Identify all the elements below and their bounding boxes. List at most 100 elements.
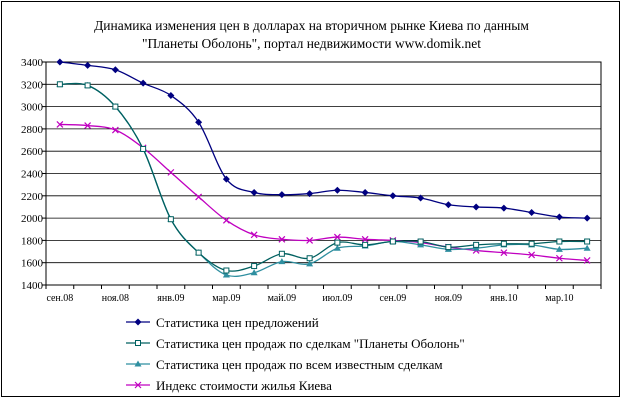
x-tick-label: ноя.08 (102, 293, 129, 304)
y-tick-label: 2200 (21, 191, 44, 203)
square-marker (84, 82, 91, 89)
series-2 (56, 81, 591, 274)
y-tick-label: 2600 (21, 146, 44, 158)
diamond-marker (333, 186, 341, 194)
x-marker (134, 381, 142, 389)
diamond-marker (195, 118, 203, 126)
x-marker (84, 122, 92, 129)
x-marker (583, 257, 591, 264)
square-marker (445, 244, 452, 251)
legend-label: Индекс стоимости жилья Киева (156, 378, 332, 393)
chart-title-line-2: "Планеты Оболонь", портал недвижимости w… (142, 36, 481, 51)
square-marker (556, 238, 563, 245)
x-marker (555, 254, 563, 262)
triangle-marker (583, 244, 591, 251)
diamond-marker (278, 191, 286, 199)
y-tick-label: 1400 (21, 280, 44, 292)
square-marker (223, 267, 230, 274)
square-marker (389, 238, 396, 245)
legend-item: Индекс стоимости жилья Киева (126, 378, 332, 393)
diamond-marker (389, 192, 397, 200)
triangle-marker (278, 258, 286, 265)
y-tick-label: 1600 (21, 258, 44, 270)
diamond-marker (528, 209, 536, 217)
x-marker (500, 249, 508, 257)
x-marker (111, 126, 119, 134)
x-marker (56, 121, 64, 128)
diamond-marker (583, 214, 591, 222)
x-tick-label: янв.09 (157, 293, 184, 304)
legend: Статистика цен предложений Статистика цен… (126, 315, 465, 393)
square-marker (584, 238, 591, 245)
diamond-marker (500, 204, 508, 212)
x-tick-label: ноя.09 (435, 293, 462, 304)
square-marker (167, 216, 174, 223)
legend-item: Статистика цен продаж по сделкам "Планет… (126, 336, 465, 351)
diamond-marker (417, 194, 425, 202)
diamond-marker (56, 58, 64, 66)
x-tick-label: май.09 (268, 293, 297, 304)
chart-title-line-1: Динамика изменения цен в долларах на вто… (94, 18, 529, 33)
square-marker (362, 241, 369, 248)
x-marker (528, 251, 536, 259)
triangle-marker (134, 360, 142, 367)
x-marker (222, 216, 230, 224)
square-marker (112, 103, 119, 110)
square-marker (334, 239, 341, 246)
square-marker (140, 145, 147, 152)
x-tick-label: сен.08 (46, 293, 73, 304)
x-tick-label: мар.09 (212, 293, 240, 304)
square-marker (306, 255, 313, 262)
y-tick-label: 1800 (21, 235, 44, 247)
y-tick-label: 3200 (21, 79, 44, 91)
square-marker (528, 240, 535, 247)
triangle-marker (555, 245, 563, 252)
square-marker (278, 250, 285, 257)
y-tick-label: 2800 (21, 124, 44, 136)
diamond-marker (134, 318, 142, 326)
diamond-marker (472, 203, 480, 211)
y-tick-label: 2000 (21, 213, 44, 225)
x-marker (167, 168, 175, 176)
x-tick-label: янв.10 (490, 293, 517, 304)
square-marker (417, 238, 424, 245)
diamond-marker (139, 79, 147, 87)
x-tick-label: июл.09 (322, 293, 352, 304)
diamond-marker (167, 91, 175, 99)
x-marker (361, 235, 369, 243)
diamond-marker (361, 188, 369, 196)
x-marker (306, 236, 314, 244)
square-marker (251, 263, 258, 270)
legend-item: Статистика цен предложений (126, 315, 319, 330)
triangle-marker (306, 260, 314, 267)
x-marker (333, 233, 341, 241)
diamond-marker (250, 188, 258, 196)
series-1 (56, 58, 591, 222)
triangle-marker (222, 271, 230, 278)
square-marker (500, 240, 507, 247)
y-tick-label: 2400 (21, 169, 44, 181)
x-marker (250, 231, 258, 239)
y-tick-label: 3000 (21, 102, 44, 114)
x-marker (278, 235, 286, 243)
diamond-marker (444, 201, 452, 209)
legend-label: Статистика цен предложений (156, 315, 319, 330)
square-marker (473, 241, 480, 248)
legend-label: Статистика цен продаж по сделкам "Планет… (156, 336, 465, 351)
square-marker (56, 81, 63, 88)
x-tick-label: сен.09 (379, 293, 406, 304)
triangle-marker (333, 244, 341, 251)
square-marker (195, 249, 202, 256)
legend-label: Статистика цен продаж по всем известным … (156, 357, 443, 372)
x-marker (195, 193, 203, 201)
square-marker (135, 340, 141, 346)
x-tick-label: мар.10 (545, 293, 573, 304)
y-tick-label: 3400 (21, 57, 44, 69)
diamond-marker (555, 213, 563, 221)
diamond-marker (84, 61, 92, 69)
diamond-marker (222, 175, 230, 183)
diamond-marker (111, 66, 119, 74)
diamond-marker (306, 190, 314, 198)
